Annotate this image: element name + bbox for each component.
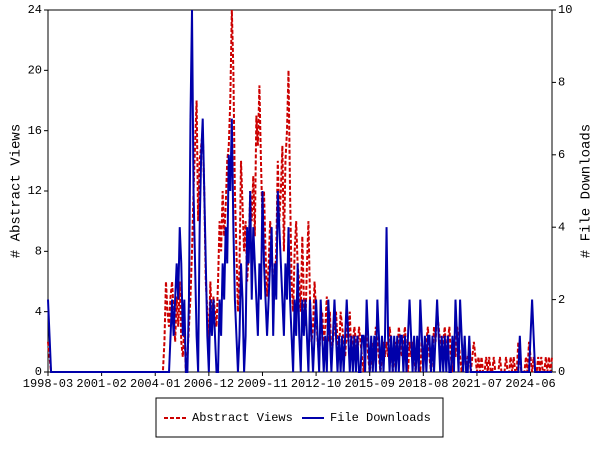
line — [47, 9, 553, 373]
legend-label: File Downloads — [330, 411, 431, 425]
x-tick-label: 2009-11 — [237, 377, 287, 391]
line — [47, 9, 552, 373]
x-tick-label: 2001-02 — [76, 377, 126, 391]
plot-frame — [47, 9, 553, 373]
y2-axis-label: # File Downloads — [579, 124, 595, 258]
y-tick-label: 12 — [28, 184, 42, 198]
y-axis-label: # Abstract Views — [9, 124, 25, 258]
y-tick-label: 0 — [35, 365, 42, 379]
x-tick-label: 2024-06 — [505, 377, 555, 391]
legend-box — [155, 397, 444, 438]
x-tick-label: 2015-09 — [344, 377, 394, 391]
y-tick-label: 4 — [35, 305, 42, 319]
y2-tick-label: 0 — [558, 365, 565, 379]
y-tick-label: 8 — [35, 245, 42, 259]
y-tick-label: 16 — [28, 124, 42, 138]
y2-tick-label: 8 — [558, 76, 565, 90]
x-tick-label: 2004-01 — [130, 377, 180, 391]
x-tick-label: 1998-03 — [23, 377, 73, 391]
y-tick-label: 20 — [28, 64, 42, 78]
x-tick-label: 2006-12 — [184, 377, 234, 391]
x-tick-label: 2018-08 — [398, 377, 448, 391]
x-tick-label: 2012-10 — [291, 377, 341, 391]
x-tick-label: 2021-07 — [452, 377, 502, 391]
y2-tick-label: 4 — [558, 220, 565, 234]
y2-tick-label: 2 — [558, 293, 565, 307]
y2-tick-label: 10 — [558, 3, 572, 17]
y-tick-label: 24 — [28, 3, 42, 17]
y2-tick-label: 6 — [558, 148, 565, 162]
legend-label: Abstract Views — [192, 411, 293, 425]
